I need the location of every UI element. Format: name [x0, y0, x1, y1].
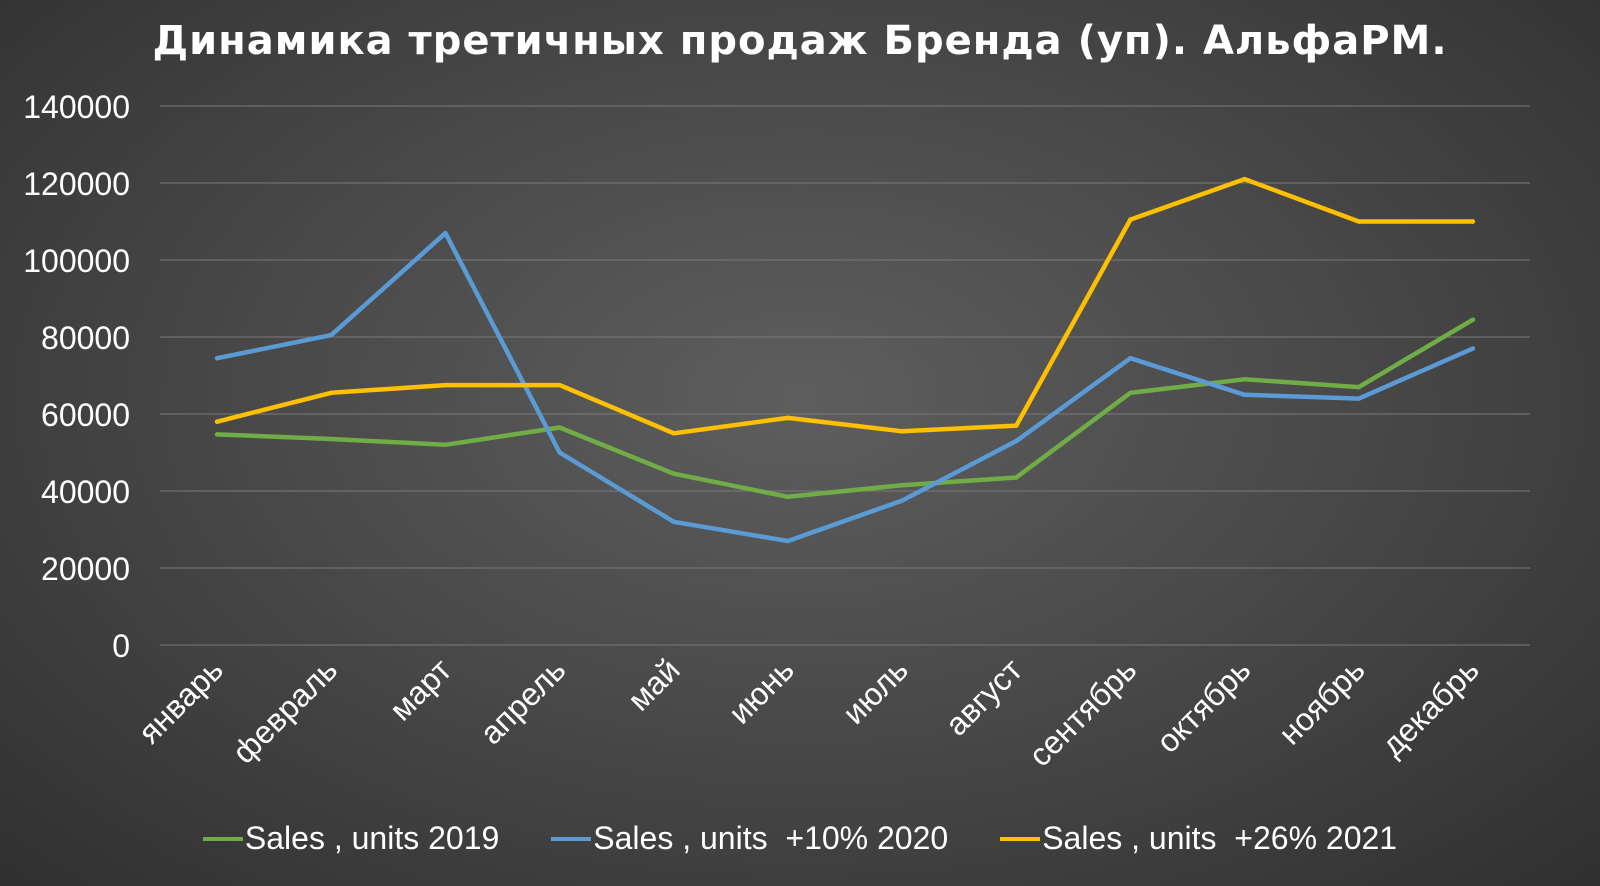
x-tick-label: февраль [225, 651, 344, 770]
data-point [899, 429, 905, 434]
legend-item: Sales , units 2019 [202, 820, 500, 857]
series-line-3 [214, 176, 1476, 436]
legend-swatch [202, 836, 243, 841]
data-point [1128, 217, 1133, 222]
legend-label: Sales , units +26% 2021 [1042, 820, 1398, 856]
series-line-2 [214, 230, 1476, 544]
y-tick-label: 100000 [23, 243, 130, 279]
x-tick-label: июль [835, 651, 915, 731]
data-point [557, 382, 562, 388]
series-line-1 [214, 317, 1476, 500]
data-point [329, 332, 334, 338]
data-point [214, 419, 220, 424]
data-point [1242, 392, 1247, 397]
data-point [1014, 423, 1019, 428]
data-point [1356, 396, 1361, 401]
y-tick-label: 40000 [41, 474, 130, 510]
data-point [443, 442, 448, 447]
data-point [1128, 390, 1133, 396]
data-point [329, 436, 334, 442]
data-point [1014, 475, 1019, 480]
y-tick-label: 80000 [41, 320, 130, 356]
data-point [1242, 377, 1247, 382]
data-point [785, 538, 791, 544]
x-tick-label: январь [131, 651, 230, 750]
chart-legend: Sales , units 2019 Sales , units +10% 202… [0, 820, 1600, 857]
x-tick-label: май [620, 651, 686, 717]
y-tick-label: 120000 [23, 166, 130, 202]
y-tick-label: 0 [112, 628, 130, 664]
data-point [1470, 317, 1476, 322]
chart-title: Динамика третичных продаж Бренда (уп). А… [152, 18, 1448, 64]
legend-item: Sales , units +10% 2020 [551, 820, 948, 857]
y-tick-label: 140000 [23, 89, 130, 125]
x-tick-label: март [382, 651, 458, 727]
data-point [1128, 355, 1133, 361]
y-tick-label: 20000 [41, 551, 130, 587]
data-point [785, 415, 791, 421]
data-point [557, 450, 562, 455]
x-tick-label: август [938, 651, 1029, 742]
data-point [1470, 219, 1476, 224]
data-point [671, 471, 676, 476]
data-point [214, 355, 220, 361]
data-point [557, 425, 562, 430]
legend-item: Sales , units +26% 2021 [1000, 820, 1397, 857]
data-point [899, 498, 905, 503]
data-point [1014, 438, 1019, 444]
data-point [671, 431, 676, 436]
legend-label: Sales , units +10% 2020 [593, 820, 949, 856]
data-point [1470, 346, 1476, 351]
x-tick-label: декабрь [1374, 651, 1486, 763]
y-tick-label: 60000 [41, 397, 130, 433]
x-tick-label: ноябрь [1272, 651, 1372, 751]
x-tick-label: июнь [722, 651, 801, 730]
legend-swatch [1000, 836, 1041, 841]
data-point [1356, 384, 1361, 390]
data-point [1242, 176, 1247, 182]
legend-label: Sales , units 2019 [244, 820, 500, 856]
data-point [785, 494, 791, 499]
data-point [899, 483, 905, 488]
data-point [214, 432, 220, 437]
x-tick-label: октябрь [1149, 651, 1257, 759]
data-point [1356, 219, 1361, 224]
data-point [443, 382, 448, 388]
x-tick-label: сентябрь [1022, 651, 1144, 773]
data-point [443, 230, 448, 236]
legend-swatch [551, 836, 592, 841]
data-point [329, 390, 334, 396]
data-point [671, 519, 676, 524]
x-tick-label: апрель [473, 651, 573, 751]
